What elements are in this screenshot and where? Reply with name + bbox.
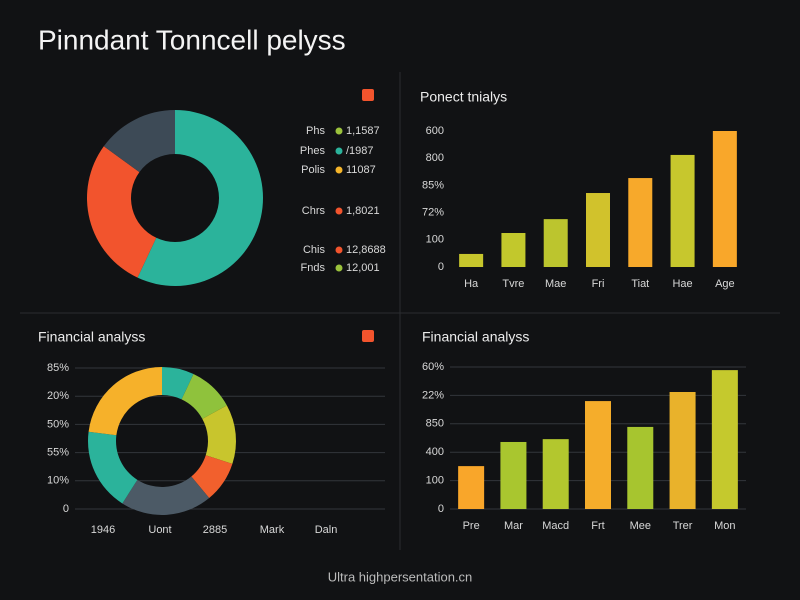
- legend-value: 1,1587: [346, 125, 380, 137]
- bar: [586, 193, 610, 267]
- x-tick-label: Tvre: [502, 278, 524, 290]
- panel-title: Ponect tnialys: [420, 89, 507, 105]
- legend-label: Polis: [301, 164, 325, 176]
- x-tick-label: Uont: [148, 524, 171, 536]
- donut-slice: [122, 476, 210, 515]
- x-tick-label: Daln: [315, 524, 338, 536]
- bar: [543, 219, 568, 267]
- legend-value: /1987: [346, 145, 374, 157]
- x-tick-label: Ha: [464, 278, 479, 290]
- y-tick-label: 850: [426, 418, 444, 430]
- legend-swatch: [335, 127, 343, 135]
- donut-slice: [181, 374, 227, 419]
- legend-value: 1,8021: [346, 205, 380, 217]
- x-tick-label: Mon: [714, 520, 735, 532]
- legend-value: 11087: [346, 164, 376, 176]
- x-tick-label: Age: [715, 278, 735, 290]
- y-tick-label: 72%: [422, 207, 444, 219]
- x-tick-label: Mark: [260, 524, 285, 536]
- y-tick-label: 50%: [47, 418, 69, 430]
- y-tick-label: 100: [426, 475, 444, 487]
- donut-slice: [162, 367, 194, 400]
- y-tick-label: 800: [426, 152, 444, 164]
- bar: [459, 253, 484, 267]
- donut-slice: [88, 431, 138, 504]
- y-tick-label: 100: [426, 234, 444, 246]
- x-tick-label: Mar: [504, 520, 523, 532]
- y-tick-label: 85%: [47, 362, 69, 374]
- bar: [627, 426, 654, 509]
- panel-title: Financial analyss: [38, 329, 145, 345]
- x-tick-label: 2885: [203, 524, 227, 536]
- bar: [669, 391, 696, 509]
- footer: Ultra highpersentation.cn: [328, 569, 473, 584]
- legend-label: Fnds: [301, 262, 326, 274]
- legend-value: 12,001: [346, 262, 380, 274]
- legend-label: Chrs: [302, 205, 326, 217]
- donut-slice: [86, 146, 157, 278]
- y-tick-label: 600: [426, 125, 444, 137]
- x-tick-label: Fri: [592, 278, 605, 290]
- legend-value: 12,8688: [346, 244, 386, 256]
- panel-title: Financial analyss: [422, 329, 529, 345]
- donut-slice: [202, 405, 237, 464]
- bar: [712, 131, 737, 267]
- y-tick-label: 400: [426, 446, 444, 458]
- donut-slice: [88, 367, 162, 436]
- x-tick-label: Hae: [672, 278, 692, 290]
- x-tick-label: 1946: [91, 524, 115, 536]
- y-tick-label: 22%: [422, 389, 444, 401]
- bar: [542, 439, 569, 509]
- menu-icon[interactable]: [362, 89, 374, 101]
- x-tick-label: Frt: [591, 520, 604, 532]
- y-tick-label: 60%: [422, 361, 444, 373]
- x-tick-label: Pre: [463, 520, 480, 532]
- legend-swatch: [335, 147, 343, 155]
- x-tick-label: Mee: [630, 520, 651, 532]
- bar: [458, 466, 485, 509]
- dashboard-title: Pinndant Tonncell pelyss: [38, 24, 346, 55]
- bar: [500, 441, 527, 509]
- donut-slice: [103, 110, 175, 173]
- y-tick-label: 10%: [47, 475, 69, 487]
- legend-swatch: [335, 207, 343, 215]
- y-tick-label: 0: [438, 261, 444, 273]
- menu-icon[interactable]: [362, 330, 374, 342]
- bar: [711, 370, 738, 509]
- legend-swatch: [335, 166, 343, 174]
- donut-slice: [137, 110, 263, 286]
- legend-label: Phes: [300, 145, 326, 157]
- x-tick-label: Trer: [673, 520, 693, 532]
- y-tick-label: 85%: [422, 179, 444, 191]
- y-tick-label: 0: [63, 503, 69, 515]
- y-tick-label: 0: [438, 503, 444, 515]
- y-tick-label: 55%: [47, 447, 69, 459]
- x-tick-label: Tiat: [631, 278, 649, 290]
- bar: [585, 401, 611, 509]
- x-tick-label: Mae: [545, 278, 566, 290]
- legend-label: Chis: [303, 244, 326, 256]
- legend-swatch: [335, 246, 343, 254]
- legend-label: Phs: [306, 125, 325, 137]
- y-tick-label: 20%: [47, 390, 69, 402]
- bar: [670, 154, 695, 267]
- legend-swatch: [335, 264, 343, 272]
- bar: [628, 178, 653, 267]
- x-tick-label: Macd: [542, 520, 569, 532]
- bar: [501, 233, 526, 267]
- donut-slice: [191, 455, 233, 499]
